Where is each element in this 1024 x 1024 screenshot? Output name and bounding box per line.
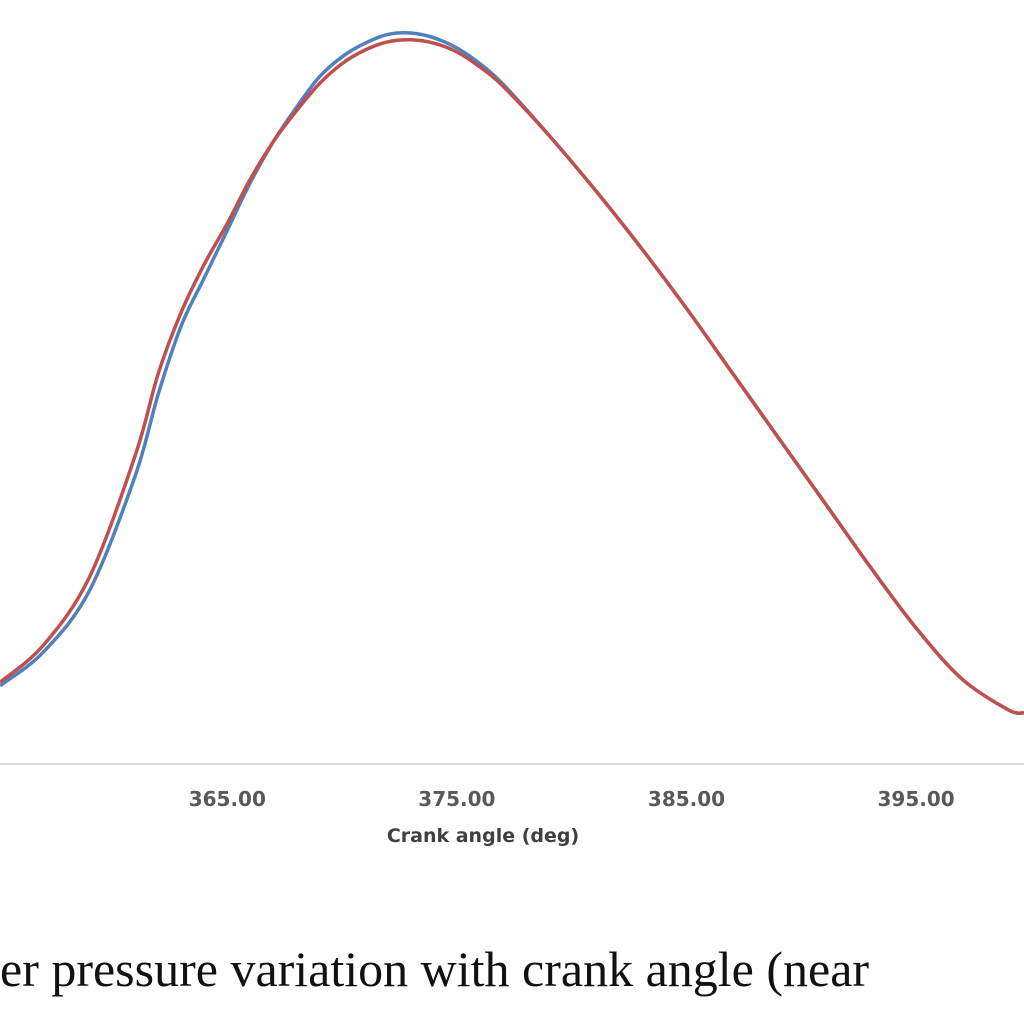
figure-caption: er pressure variation with crank angle (… bbox=[0, 941, 870, 997]
chart-curves bbox=[0, 30, 1024, 715]
series-line-1 bbox=[0, 30, 1024, 715]
x-tick-label: 365.00 bbox=[189, 787, 266, 811]
x-tick-label: 395.00 bbox=[878, 787, 955, 811]
x-axis-title: Crank angle (deg) bbox=[387, 825, 579, 847]
x-tick-label: 375.00 bbox=[418, 787, 495, 811]
x-axis-ticks: 365.00 375.00 385.00 395.00 bbox=[189, 787, 955, 811]
x-tick-label: 385.00 bbox=[648, 787, 725, 811]
series-line-2 bbox=[0, 38, 1024, 715]
